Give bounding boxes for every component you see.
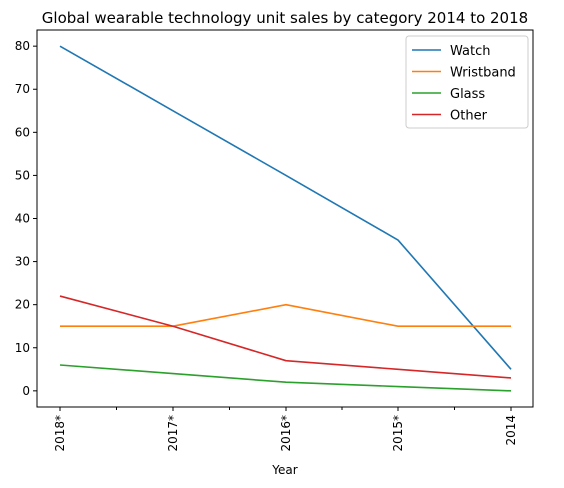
y-tick-label: 10	[15, 341, 30, 355]
series-line-watch	[59, 45, 512, 370]
x-axis: 2018* 2017* 2016* 2015* 2014	[53, 407, 518, 452]
y-tick-label: 20	[15, 298, 30, 312]
y-axis: 0 10 20 30 40 50 60 70 80	[15, 39, 37, 398]
y-tick-label: 70	[15, 82, 30, 96]
legend-label-glass: Glass	[450, 87, 485, 102]
series-line-other	[59, 295, 512, 379]
y-tick-label: 30	[15, 255, 30, 269]
x-tick-label: 2016*	[279, 415, 293, 452]
y-tick-label: 80	[15, 39, 30, 53]
series-lines	[59, 45, 512, 392]
x-tick-label: 2015*	[391, 415, 405, 452]
y-tick-label: 50	[15, 168, 30, 182]
legend-label-other: Other	[450, 109, 488, 124]
legend: Watch Wristband Glass Other	[405, 35, 529, 129]
y-tick-label: 40	[15, 212, 30, 226]
x-axis-label: Year	[271, 463, 297, 477]
legend-label-watch: Watch	[450, 44, 490, 59]
y-tick-label: 60	[15, 125, 30, 139]
x-tick-label: 2014	[504, 415, 518, 446]
x-tick-label: 2018*	[53, 415, 67, 452]
y-tick-label: 0	[22, 384, 30, 398]
series-line-wristband	[60, 303, 511, 328]
legend-label-wristband: Wristband	[450, 66, 516, 81]
x-tick-label: 2017*	[166, 415, 180, 452]
legend-box	[405, 35, 529, 129]
chart-title: Global wearable technology unit sales by…	[42, 9, 528, 27]
series-line-glass	[59, 364, 512, 392]
